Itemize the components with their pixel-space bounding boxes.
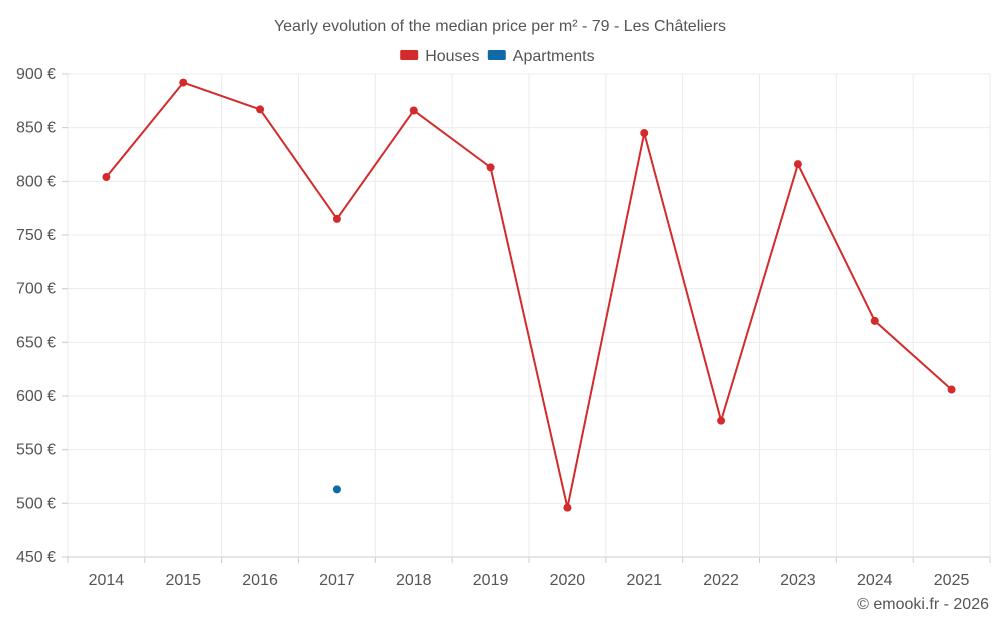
x-tick-label: 2019 <box>473 572 509 589</box>
legend-label-houses: Houses <box>425 48 479 65</box>
legend-swatch-apartments <box>487 50 506 60</box>
legend-label-apartments: Apartments <box>513 48 595 65</box>
y-tick-label: 600 € <box>16 388 56 405</box>
x-tick-label: 2021 <box>626 572 662 589</box>
x-tick-label: 2025 <box>934 572 970 589</box>
y-tick-label: 800 € <box>16 173 56 190</box>
x-tick-label: 2014 <box>89 572 125 589</box>
data-point-houses[interactable] <box>870 316 879 325</box>
axes: 450 € 500 € 550 € 600 € 650 € 700 € 750 € 800 €… <box>16 66 991 589</box>
data-point-houses[interactable] <box>640 129 649 138</box>
y-tick-label: 850 € <box>16 120 56 137</box>
y-tick-label: 700 € <box>16 281 56 298</box>
series-apartments <box>332 485 341 494</box>
x-tick-label: 2020 <box>550 572 586 589</box>
credit-text: © emooki.fr - 2026 <box>857 596 989 613</box>
y-tick-label: 650 € <box>16 334 56 351</box>
x-tick-label: 2024 <box>857 572 893 589</box>
data-point-houses[interactable] <box>332 214 341 223</box>
x-tick-label: 2022 <box>703 572 739 589</box>
legend: Houses Apartments <box>400 48 595 65</box>
data-point-houses[interactable] <box>102 173 111 182</box>
series-houses <box>102 78 956 512</box>
y-tick-label: 550 € <box>16 442 56 459</box>
series-layer <box>102 78 956 512</box>
data-point-houses[interactable] <box>717 416 726 425</box>
x-tick-label: 2017 <box>319 572 355 589</box>
legend-item-apartments[interactable]: Apartments <box>487 48 595 65</box>
data-point-houses[interactable] <box>563 503 572 512</box>
data-point-houses[interactable] <box>179 78 188 87</box>
data-point-houses[interactable] <box>486 163 495 172</box>
chart-title: Yearly evolution of the median price per… <box>274 18 726 35</box>
data-point-houses[interactable] <box>947 385 956 394</box>
x-tick-label: 2016 <box>242 572 278 589</box>
legend-swatch-houses <box>400 50 419 60</box>
x-tick-label: 2018 <box>396 572 432 589</box>
legend-item-houses[interactable]: Houses <box>400 48 479 65</box>
data-point-houses[interactable] <box>256 105 265 114</box>
grid <box>67 73 991 558</box>
y-tick-label: 450 € <box>16 549 56 566</box>
data-point-houses[interactable] <box>409 106 418 115</box>
y-tick-label: 500 € <box>16 495 56 512</box>
x-tick-label: 2015 <box>165 572 201 589</box>
data-point-apartments[interactable] <box>332 485 341 494</box>
y-tick-label: 750 € <box>16 227 56 244</box>
y-tick-label: 900 € <box>16 66 56 83</box>
series-line-houses <box>105 81 953 509</box>
x-tick-label: 2023 <box>780 572 816 589</box>
data-point-houses[interactable] <box>793 160 802 169</box>
